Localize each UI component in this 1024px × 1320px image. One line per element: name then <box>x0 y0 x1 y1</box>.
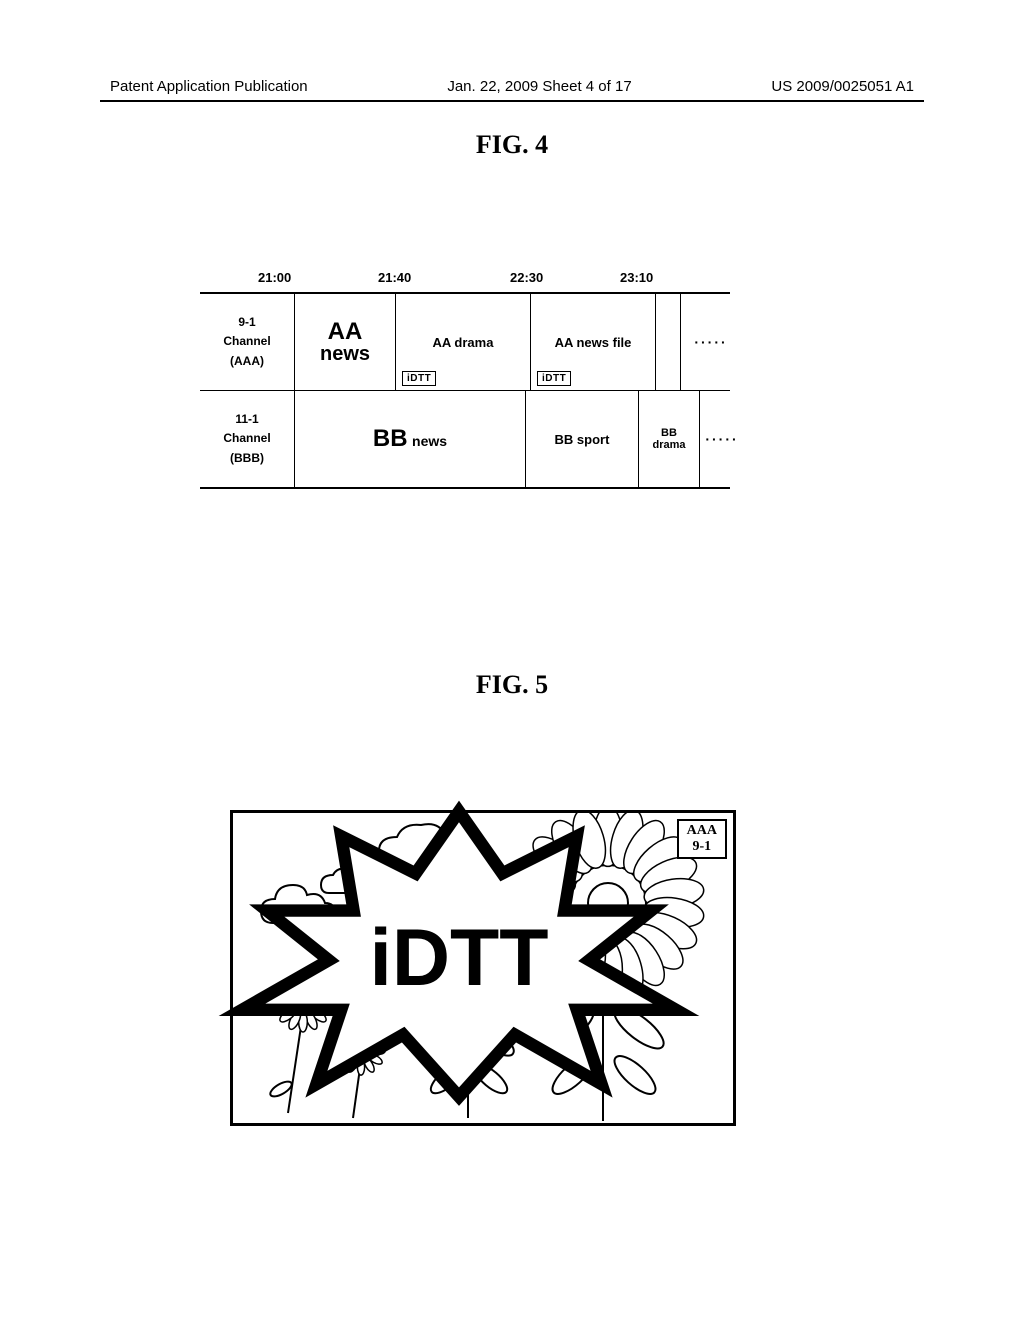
channel-label-cell: 9-1Channel(AAA) <box>200 294 295 390</box>
program-title: AA drama <box>433 335 494 350</box>
program-grid: 9-1Channel(AAA)AAnewsAA dramaiDTTAA news… <box>200 292 730 489</box>
header-right: US 2009/0025051 A1 <box>771 78 914 95</box>
fig4-title: FIG. 4 <box>0 130 1024 160</box>
time-label: 21:40 <box>378 270 411 285</box>
time-label: 22:30 <box>510 270 543 285</box>
channel-label-cell: 11-1Channel(BBB) <box>200 391 295 487</box>
time-label: 23:10 <box>620 270 653 285</box>
program-title: AA <box>328 319 363 344</box>
program-cell: BBdrama <box>639 391 700 487</box>
channel-row: 9-1Channel(AAA)AAnewsAA dramaiDTTAA news… <box>200 294 730 391</box>
program-title: BB sport <box>555 432 610 447</box>
time-label: 21:00 <box>258 270 291 285</box>
time-axis: 21:00 21:40 22:30 23:10 <box>200 270 730 292</box>
header-center: Jan. 22, 2009 Sheet 4 of 17 <box>447 78 631 95</box>
header-rule <box>100 100 924 102</box>
idtt-burst-label: iDTT <box>369 913 548 1003</box>
page-header: Patent Application Publication Jan. 22, … <box>110 78 914 95</box>
program-cell: AA news file iDTT <box>531 294 656 390</box>
program-cell: AA drama iDTT <box>396 294 531 390</box>
idtt-burst-icon: iDTT <box>209 799 709 1109</box>
more-indicator: ····· <box>681 294 741 390</box>
program-subtitle: news <box>320 344 370 365</box>
program-title: drama <box>652 439 685 451</box>
ellipsis-icon: ····· <box>705 431 738 447</box>
fig5-screen: AAA 9-1 iDTT <box>230 810 736 1126</box>
program-cell: BB sport <box>526 391 639 487</box>
more-indicator: ····· <box>700 391 744 487</box>
fig4-grid: 21:0021:4022:3023:10 9-1Channel(AAA)AAne… <box>200 270 730 489</box>
fig5-title: FIG. 5 <box>0 670 1024 700</box>
program-title: BB <box>661 427 677 439</box>
program-cell <box>656 294 681 390</box>
channel-row: 11-1Channel(BBB)BB newsBB sportBBdrama··… <box>200 391 730 487</box>
idtt-badge: iDTT <box>402 371 436 386</box>
program-cell: BB news <box>295 391 526 487</box>
program-cell: AAnews <box>295 294 396 390</box>
ellipsis-icon: ····· <box>694 334 727 350</box>
header-left: Patent Application Publication <box>110 78 308 95</box>
idtt-badge: iDTT <box>537 371 571 386</box>
program-title: AA news file <box>555 335 632 350</box>
